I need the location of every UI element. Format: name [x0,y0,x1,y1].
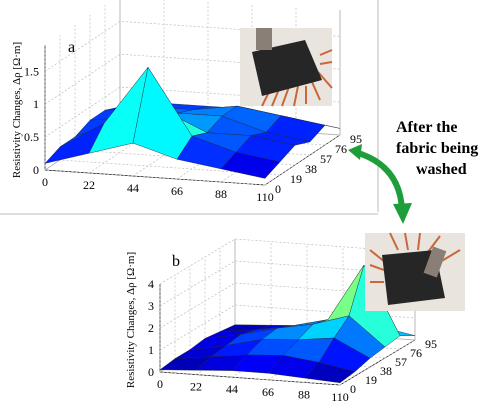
panel-label: a [68,39,75,56]
panel-label: b [172,253,180,270]
surface-cell [220,152,281,179]
x-tick-label: 22 [190,380,202,394]
x-tick-label: 44 [127,181,139,195]
photo-b [365,232,465,311]
grid-line [44,0,121,171]
annotation: washed [416,161,467,178]
grid-line [88,0,165,174]
y-tick-label: 95 [350,132,362,146]
x-tick-label: 44 [226,382,238,396]
grid-line [264,10,341,186]
z-tick-label: 0 [148,365,154,379]
z-tick-label: 1.5 [24,64,39,78]
grid-line [159,284,341,386]
grid-line [159,304,416,351]
grid-line [132,1,209,177]
grid-line [159,282,416,329]
y-tick-label: 19 [365,373,377,387]
z-axis-label: Resistivity Changes, Δρ [Ω·m] [11,42,23,178]
photo-a [240,28,333,107]
y-tick-label: 76 [335,142,347,156]
x-tick-label: 66 [171,184,183,198]
y-tick-label: 76 [410,346,422,360]
x-tick-label: 0 [42,175,48,189]
x-tick-label: 110 [331,390,349,404]
surface-cell [303,362,356,384]
z-tick-label: 4 [148,277,154,291]
z-tick-label: 3 [148,299,154,313]
arrow [354,149,405,211]
y-tick-label: 57 [395,355,407,369]
z-tick-label: 2 [148,321,154,335]
y-tick-label: 0 [350,382,356,396]
annotation: After the [396,119,457,136]
arrow-head [393,203,412,224]
y-tick-label: 0 [275,182,281,196]
z-tick-label: 1 [33,97,39,111]
grid-line [339,252,416,386]
grid-line [159,260,416,307]
arrow-tail [348,144,362,160]
x-tick-label: 88 [215,187,227,201]
z-tick-label: 1 [148,343,154,357]
y-tick-label: 38 [305,162,317,176]
axis-line [159,371,341,386]
x-tick-label: 0 [157,377,163,391]
y-tick-label: 57 [320,152,332,166]
x-tick-label: 66 [262,385,274,399]
y-tick-label: 95 [425,337,437,351]
z-axis-label: Resistivity Changes, Δρ [Ω·m] [125,252,137,388]
y-tick-label: 38 [380,364,392,378]
annotation: fabric being [396,140,478,157]
grid-line [159,238,416,285]
x-tick-label: 22 [83,178,95,192]
z-tick-label: 0.5 [24,130,39,144]
x-tick-label: 110 [256,190,274,204]
x-tick-label: 88 [298,387,310,401]
y-tick-label: 19 [290,172,302,186]
grid-line [44,45,266,186]
z-tick-label: 0 [33,163,39,177]
